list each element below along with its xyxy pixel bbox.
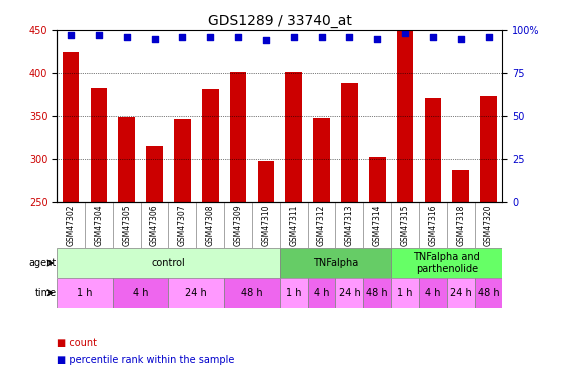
FancyBboxPatch shape (57, 278, 112, 308)
FancyBboxPatch shape (57, 248, 280, 278)
FancyBboxPatch shape (308, 278, 335, 308)
Bar (174, 119, 191, 202)
Point (150, 36, 159, 42)
FancyBboxPatch shape (447, 278, 475, 308)
Text: 4 h: 4 h (314, 288, 329, 298)
Bar (425, 98, 441, 202)
Point (262, 38, 271, 44)
Text: GSM47318: GSM47318 (456, 205, 465, 246)
Text: ■ percentile rank within the sample: ■ percentile rank within the sample (57, 355, 235, 365)
FancyBboxPatch shape (280, 278, 308, 308)
Text: GSM47305: GSM47305 (122, 204, 131, 246)
FancyBboxPatch shape (335, 278, 363, 308)
Text: 4 h: 4 h (133, 288, 148, 298)
Title: GDS1289 / 33740_at: GDS1289 / 33740_at (208, 13, 352, 28)
Text: GSM47311: GSM47311 (289, 205, 298, 246)
Point (373, 36, 382, 42)
Bar (452, 170, 469, 202)
Text: GSM47316: GSM47316 (428, 205, 437, 246)
Bar (286, 72, 302, 202)
Text: GSM47304: GSM47304 (94, 204, 103, 246)
Text: 48 h: 48 h (367, 288, 388, 298)
Bar (480, 96, 497, 202)
Text: 1 h: 1 h (397, 288, 413, 298)
Bar (397, 31, 413, 202)
Text: 1 h: 1 h (286, 288, 301, 298)
FancyBboxPatch shape (363, 278, 391, 308)
Text: control: control (151, 258, 186, 268)
Point (122, 34, 131, 40)
Text: GSM47309: GSM47309 (234, 204, 243, 246)
Point (456, 36, 465, 42)
Text: GSM47313: GSM47313 (345, 205, 354, 246)
Text: GSM47320: GSM47320 (484, 205, 493, 246)
Point (345, 34, 354, 40)
FancyBboxPatch shape (391, 278, 419, 308)
Text: GSM47306: GSM47306 (150, 204, 159, 246)
Point (178, 34, 187, 40)
Text: GSM47312: GSM47312 (317, 205, 326, 246)
Text: 48 h: 48 h (478, 288, 500, 298)
FancyBboxPatch shape (391, 248, 502, 278)
Text: ■ count: ■ count (57, 338, 97, 348)
Text: agent: agent (29, 258, 57, 268)
FancyBboxPatch shape (168, 278, 224, 308)
Text: TNFalpha: TNFalpha (313, 258, 358, 268)
Bar (369, 157, 385, 203)
FancyBboxPatch shape (112, 278, 168, 308)
Point (317, 34, 326, 40)
Text: GSM47302: GSM47302 (66, 205, 75, 246)
Bar (313, 118, 330, 202)
Text: GSM47315: GSM47315 (400, 205, 409, 246)
Point (94, 32, 103, 38)
Bar (146, 146, 163, 202)
Bar (63, 51, 79, 202)
Point (484, 34, 493, 40)
Point (206, 34, 215, 40)
FancyBboxPatch shape (224, 278, 280, 308)
Bar (341, 82, 357, 203)
Bar (258, 161, 274, 202)
Text: 24 h: 24 h (339, 288, 360, 298)
FancyBboxPatch shape (475, 278, 502, 308)
Text: time: time (35, 288, 57, 298)
FancyBboxPatch shape (419, 278, 447, 308)
Bar (230, 72, 247, 202)
Point (234, 34, 243, 40)
Text: 24 h: 24 h (186, 288, 207, 298)
Bar (90, 88, 107, 202)
Point (400, 30, 409, 36)
Bar (118, 117, 135, 202)
Text: 1 h: 1 h (77, 288, 93, 298)
Point (428, 34, 437, 40)
Text: GSM47314: GSM47314 (373, 205, 382, 246)
Text: GSM47310: GSM47310 (262, 205, 271, 246)
Text: 48 h: 48 h (241, 288, 263, 298)
Text: 24 h: 24 h (450, 288, 472, 298)
Text: GSM47307: GSM47307 (178, 204, 187, 246)
Text: GSM47308: GSM47308 (206, 205, 215, 246)
Text: 4 h: 4 h (425, 288, 441, 298)
Point (289, 34, 298, 40)
Point (66, 32, 75, 38)
Bar (202, 90, 219, 202)
Text: TNFalpha and
parthenolide: TNFalpha and parthenolide (413, 252, 480, 274)
FancyBboxPatch shape (280, 248, 391, 278)
